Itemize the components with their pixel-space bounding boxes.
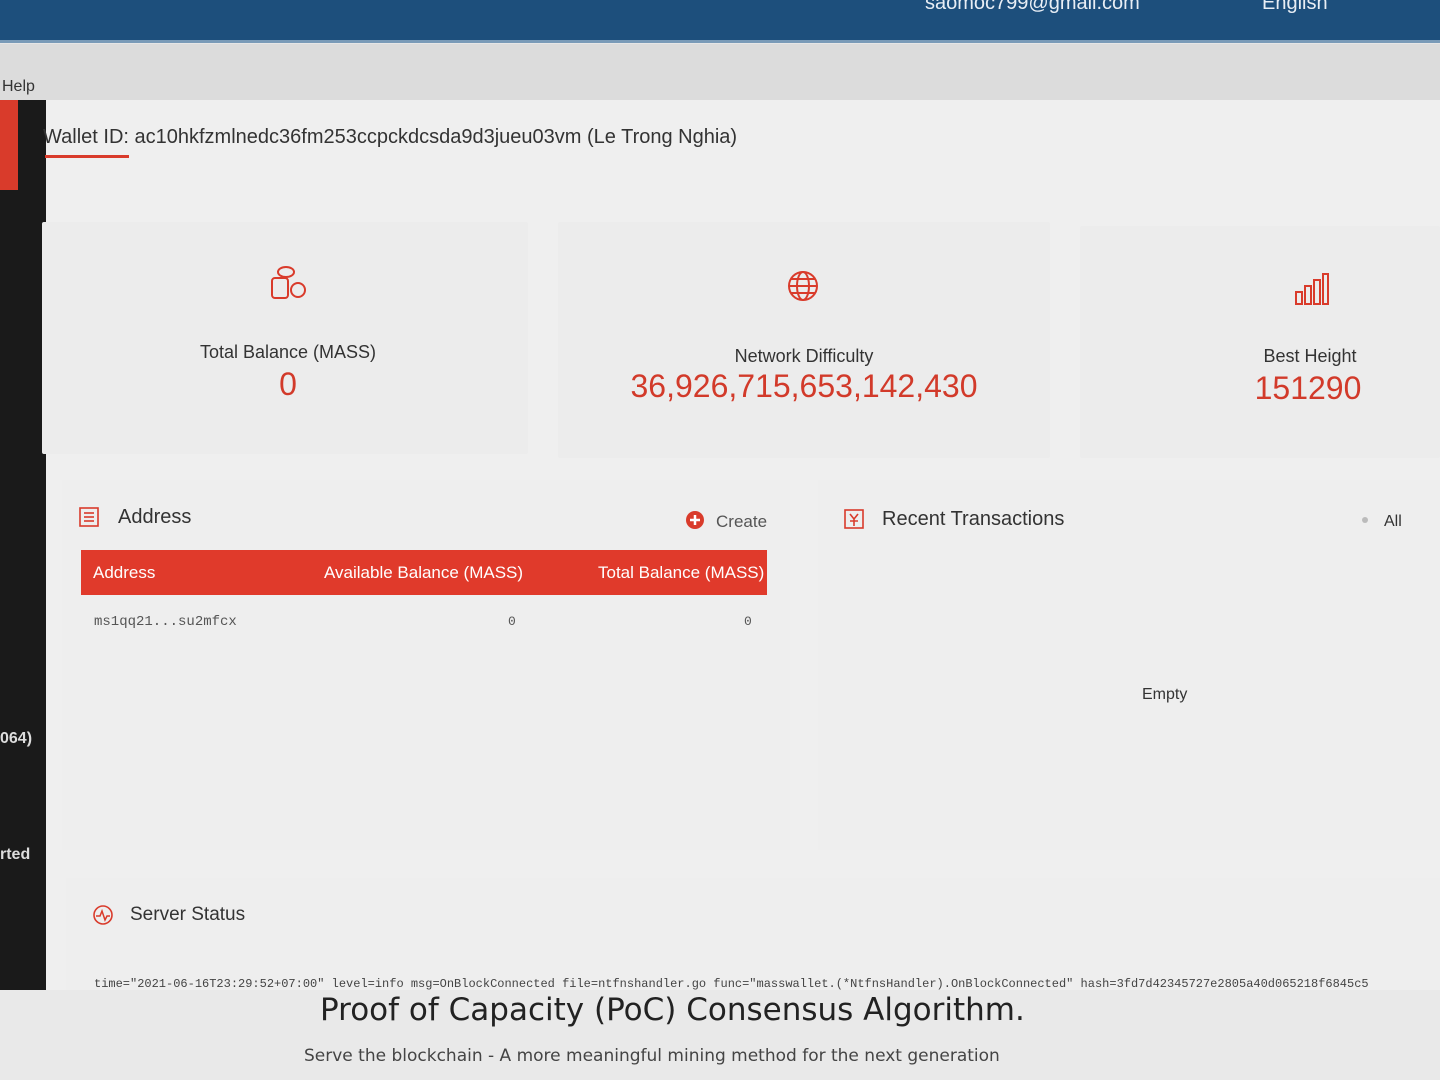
help-menu[interactable]: Help <box>2 78 35 95</box>
stat-label: Network Difficulty <box>734 346 874 366</box>
language-select[interactable]: English <box>1262 0 1328 14</box>
wallet-id: Wallet ID: ac10hkfzmlnedc36fm253ccpckdcs… <box>43 126 737 149</box>
stat-label: Total Balance (MASS) <box>199 342 377 362</box>
column-header: Available Balance (MASS) <box>324 563 524 582</box>
chart-icon <box>1295 273 1329 305</box>
stat-value: 0 <box>279 366 297 402</box>
banner-title: Proof of Capacity (PoC) Consensus Algori… <box>320 992 1025 1028</box>
list-icon <box>79 507 99 527</box>
column-header: Total Balance (MASS) <box>598 563 765 582</box>
stat-value: 151290 <box>1254 370 1362 406</box>
empty-state: Empty <box>1142 686 1188 703</box>
receipt-icon <box>844 509 864 529</box>
sidebar: 064) rted <box>0 100 46 990</box>
create-button[interactable]: Create <box>716 512 768 531</box>
banner-subtitle: Serve the blockchain - A more meaningful… <box>304 1046 1000 1066</box>
stat-card: Best Height 151290 <box>1080 226 1440 458</box>
banner: Proof of Capacity (PoC) Consensus Algori… <box>0 990 1440 1080</box>
stat-value: 36,926,715,653,142,430 <box>630 368 978 404</box>
address-panel <box>62 480 790 850</box>
transactions-panel <box>818 480 1440 850</box>
top-bar: saomoc799@gmail.com English <box>0 0 1440 43</box>
wallet-label: Wallet ID: <box>43 126 129 148</box>
panel-title: Recent Transactions <box>882 508 1065 530</box>
sidebar-active <box>0 100 18 190</box>
sidebar-text: 064) <box>0 730 33 747</box>
globe-icon <box>788 271 818 301</box>
menu-bar: Help <box>0 44 1440 100</box>
balance-cell: 0 <box>744 614 752 629</box>
sidebar-text: rted <box>0 846 31 863</box>
column-header: Address <box>93 563 156 582</box>
panel-title: Address <box>118 506 192 528</box>
filter-dot <box>1362 517 1368 523</box>
filter-all[interactable]: All <box>1384 513 1402 530</box>
plus-icon[interactable] <box>685 510 705 530</box>
address-cell[interactable]: ms1qq21...su2mfcx <box>94 614 237 630</box>
panel-title: Server Status <box>130 904 246 925</box>
pulse-icon <box>93 905 113 925</box>
coins-icon <box>271 266 306 299</box>
server-status-panel <box>66 878 1440 990</box>
table-header: Address Available Balance (MASS) Total B… <box>81 550 767 595</box>
stat-label: Best Height <box>1263 346 1357 366</box>
user-email[interactable]: saomoc799@gmail.com <box>925 0 1140 14</box>
stat-card: Network Difficulty 36,926,715,653,142,43… <box>558 222 1050 458</box>
wallet-value: ac10hkfzmlnedc36fm253ccpckdcsda9d3jueu03… <box>134 126 738 148</box>
log-line: time="2021-06-16T23:29:52+07:00" level=i… <box>94 977 1369 991</box>
stat-card: Total Balance (MASS) 0 <box>42 222 528 454</box>
balance-cell: 0 <box>508 614 516 629</box>
tab-underline <box>45 155 129 158</box>
